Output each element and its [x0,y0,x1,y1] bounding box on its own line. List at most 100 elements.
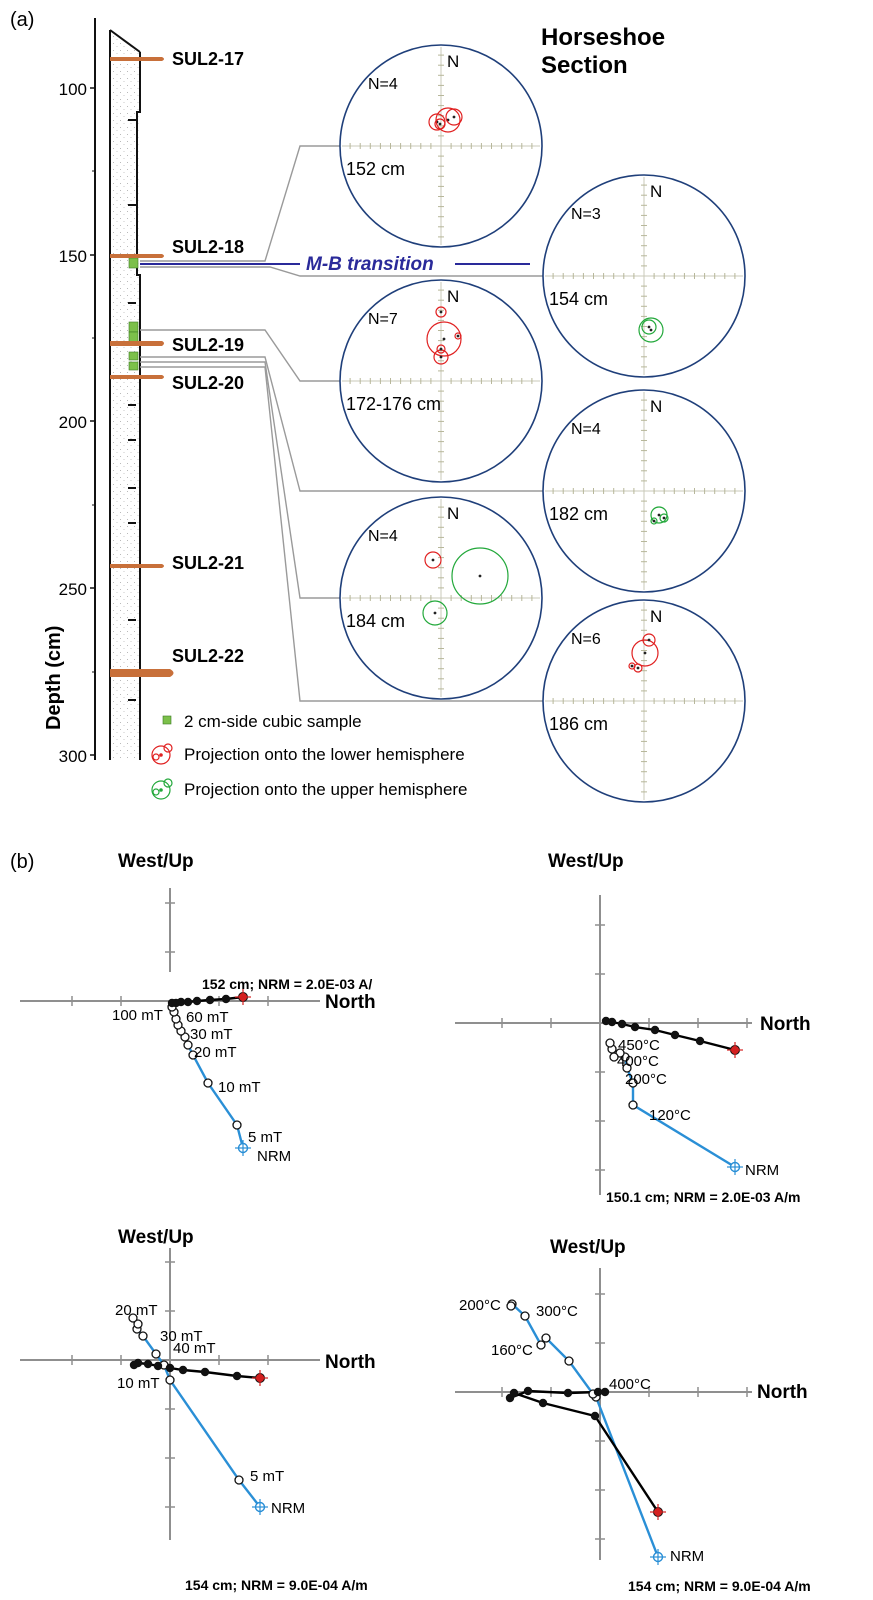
zijderveld-caption: 154 cm; NRM = 9.0E-04 A/m [628,1578,811,1594]
horizontal-projection-point [563,1388,573,1398]
legend-lower-icon [151,743,173,765]
legend-upper-label: Projection onto the upper hemisphere [184,780,468,799]
paleomag-direction-circle [434,118,446,130]
nrm-horizontal-marker [727,1042,743,1058]
paleomag-direction-point [652,519,656,523]
stereonet-depth-label: 152 cm [346,159,405,179]
legend-upper-icon [151,778,173,800]
layer-label-sul2-21: SUL2-21 [172,553,244,573]
vertical-projection-line [509,1302,660,1558]
vertical-projection-point [203,1078,213,1088]
stereonet-depth-label: 154 cm [549,289,608,309]
depth-tick-200: 200 [59,413,87,432]
layer-label-sul2-20: SUL2-20 [172,373,244,393]
panel-b-label: (b) [10,851,34,873]
paleomag-direction-point [662,516,666,520]
zijderveld-plot-4: West/Up North 200°C 300°C 160°C 400°C NRM 154 c… [455,1237,811,1594]
demag-step-label: NRM [745,1162,779,1179]
stereonet-2: N N=3 154 cm [542,174,746,378]
north-axis-label: North [325,992,376,1013]
horizontal-projection-point [538,1398,548,1408]
horizontal-projection-point [165,1363,175,1373]
legend-lower-label: Projection onto the lower hemisphere [184,745,465,764]
vertical-projection-point [628,1100,638,1110]
vertical-projection-point [133,1319,143,1329]
vertical-projection-point [506,1301,516,1311]
stereonet-depth-label: 184 cm [346,611,405,631]
demag-step-label: NRM [670,1548,704,1565]
stereonet-3: N N=7 172-176 cm [339,279,543,483]
stereonet-n-label: N=3 [571,206,601,223]
paleomag-direction-point [636,666,640,670]
stereonet-4: N N=4 182 cm [542,389,746,593]
layer-sul2-19: SUL2-19 [110,335,244,355]
layer-label-sul2-22: SUL2-22 [172,646,244,666]
horizontal-projection-point [600,1387,610,1397]
demag-step-label: 10 mT [117,1375,160,1392]
demag-step-label: 200°C [459,1297,501,1314]
stereonet-depth-label: 182 cm [549,504,608,524]
stereonet-1: N N=4 152 cm [339,44,543,248]
horizontal-projection-point [232,1371,242,1381]
paleomag-direction-circle [445,108,463,126]
horizontal-projection-point [167,998,177,1008]
west-up-axis-label: West/Up [550,1237,626,1258]
demag-step-label: 20 mT [194,1044,237,1061]
paleomag-direction-point [657,513,661,517]
horizontal-projection-point [221,994,231,1004]
stereonet-north-label: N [447,52,459,71]
layer-sul2-22: SUL2-22 [110,646,244,677]
stereonet-north-label: N [447,287,459,306]
vertical-projection-point [183,1040,193,1050]
depth-tick-100: 100 [59,80,87,99]
paleomag-direction-point [439,355,443,359]
vertical-projection-point [128,1313,138,1323]
vertical-projection-point [541,1333,551,1343]
paleomag-direction-point [647,638,651,642]
stereonet-depth-label: 172-176 cm [346,394,441,414]
demag-step-label: 20 mT [115,1302,158,1319]
demag-step-label: 100 mT [112,1007,163,1024]
demag-step-label: 400°C [609,1376,651,1393]
west-up-axis-label: West/Up [118,851,194,872]
nrm-horizontal-marker [650,1504,666,1520]
paleomag-direction-point [456,334,460,338]
horizontal-projection-point [590,1411,600,1421]
vertical-projection-point [234,1475,244,1485]
demag-step-label: 60 mT [186,1009,229,1026]
stereonet-6: N N=6 186 cm [542,599,746,803]
vertical-projection-point [138,1331,148,1341]
stereonet-depth-label: 186 cm [549,714,608,734]
demag-step-label: 30 mT [160,1328,203,1345]
horizontal-projection-point [505,1393,515,1403]
paleomag-direction-circle [435,306,447,318]
horizontal-projection-point [601,1016,611,1026]
north-axis-label: North [325,1352,376,1373]
layer-sul2-18: SUL2-18 [110,237,244,258]
horizontal-projection-point [129,1360,139,1370]
stereonet-n-label: N=4 [571,421,601,438]
depth-axis: 100 150 200 250 300 Depth (cm) [43,18,96,766]
horizontal-projection-point [670,1030,680,1040]
horizontal-projection-point [192,996,202,1006]
layer-label-sul2-18: SUL2-18 [172,237,244,257]
paleomag-direction-point [452,115,456,119]
horizontal-projection-point [200,1367,210,1377]
demag-step-label: 5 mT [250,1468,284,1485]
horizontal-projection-point [178,1365,188,1375]
section-title-line2: Section [541,52,628,79]
vertical-projection-point [564,1356,574,1366]
paleomag-direction-point [439,347,443,351]
paleomag-direction-point [439,310,443,314]
nrm-vertical-marker [252,1499,268,1515]
vertical-projection-point [520,1311,530,1321]
paleomag-direction-point [433,611,437,615]
section-title-line1: Horseshoe [541,24,665,51]
demag-step-label: 160°C [491,1342,533,1359]
paleomag-direction-point [649,328,653,332]
layer-sul2-17: SUL2-17 [110,49,244,69]
demag-step-label: 300°C [536,1303,578,1320]
mb-transition: M-B transition [140,254,530,275]
panel-a-label: (a) [10,9,34,31]
